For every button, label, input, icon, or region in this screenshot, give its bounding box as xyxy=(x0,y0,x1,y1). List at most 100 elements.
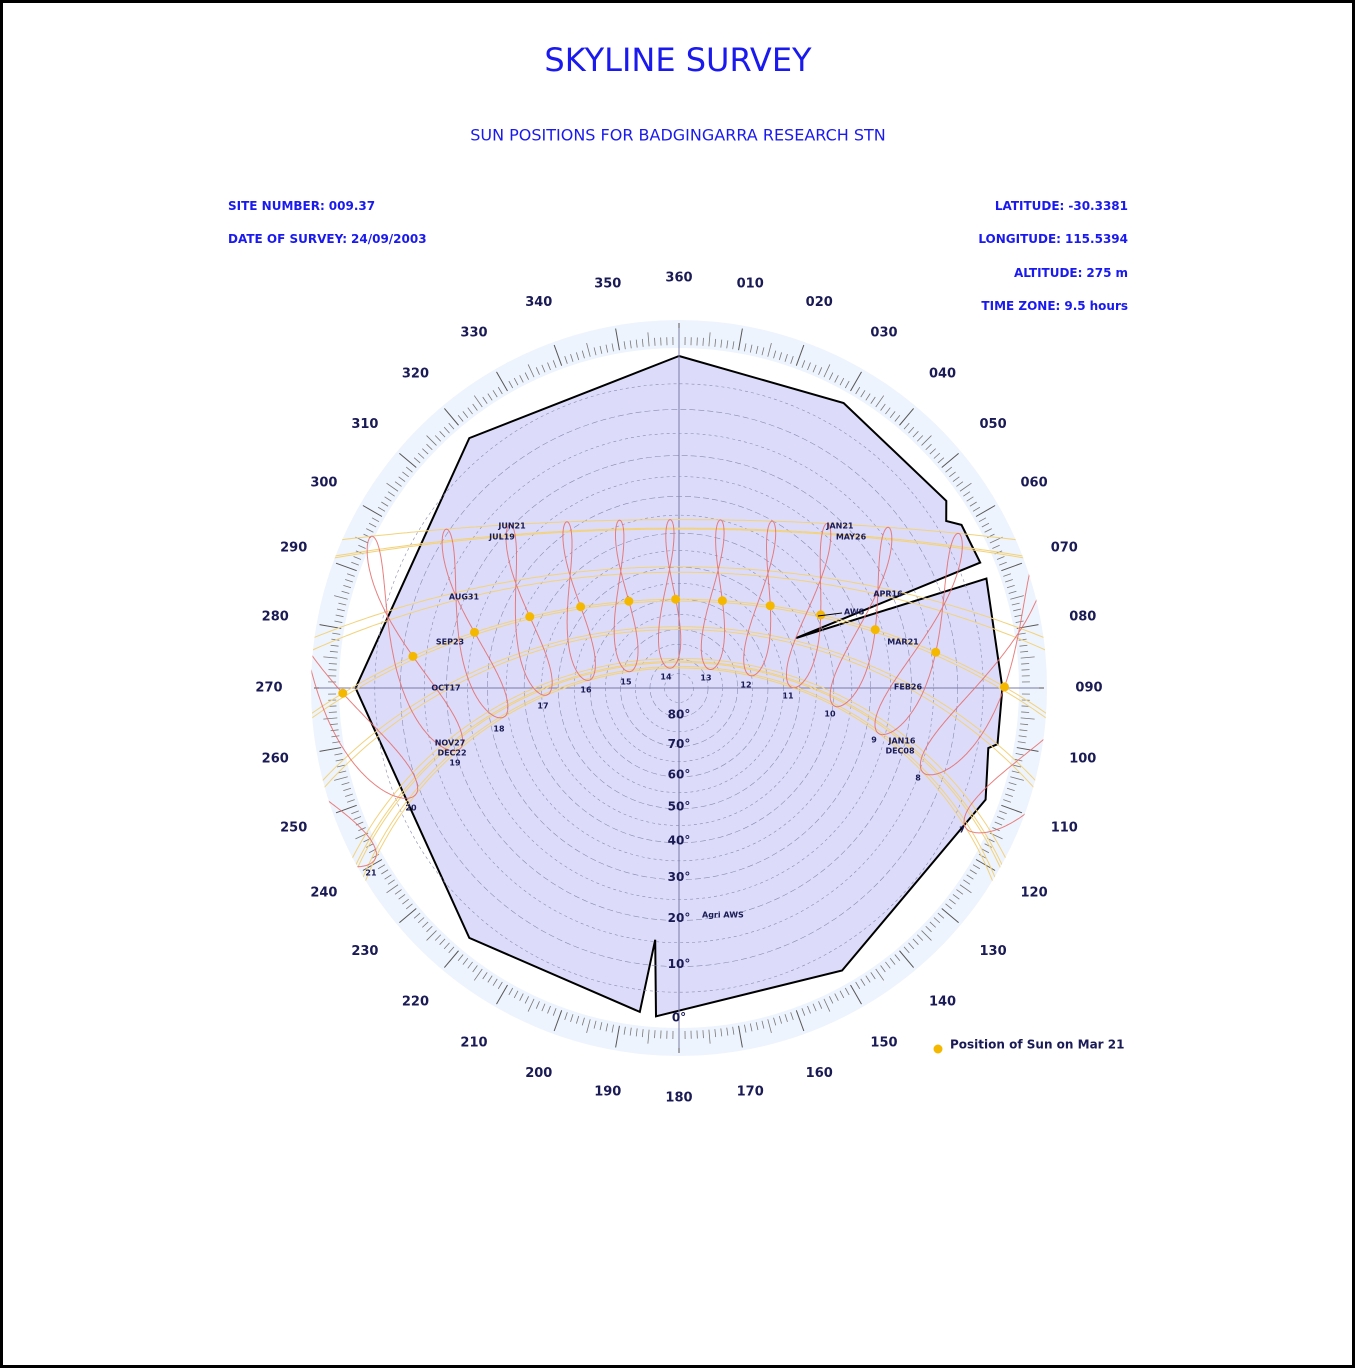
minor-tick xyxy=(482,396,488,404)
minor-tick xyxy=(959,884,972,894)
annotation-leader xyxy=(817,612,843,617)
analemma xyxy=(366,535,464,752)
hour-label: 9 xyxy=(871,736,877,745)
minor-tick xyxy=(875,395,885,408)
minor-tick xyxy=(487,393,493,401)
minor-tick xyxy=(345,579,353,583)
minor-tick xyxy=(945,466,953,473)
minor-tick xyxy=(937,457,945,464)
minor-tick xyxy=(834,993,839,1001)
minor-tick xyxy=(599,1022,603,1031)
sun-position xyxy=(469,627,479,637)
analemma xyxy=(700,519,726,670)
subtitle: SUN POSITIONS FOR BADGINGARRA RESEARCH S… xyxy=(470,126,886,145)
value: -30.3381 xyxy=(1068,199,1128,213)
date-label: DEC22 xyxy=(437,749,466,758)
hour-label: 18 xyxy=(493,725,505,734)
azimuth-label: 080 xyxy=(1069,609,1096,624)
minor-tick xyxy=(329,650,338,653)
minor-tick xyxy=(801,360,806,368)
minor-tick xyxy=(978,517,987,523)
minor-tick xyxy=(865,975,871,983)
date-label: MAY26 xyxy=(836,533,867,542)
minor-tick xyxy=(726,1027,729,1036)
minor-tick xyxy=(773,350,777,359)
minor-tick xyxy=(996,816,1005,820)
minor-tick xyxy=(377,506,386,512)
azimuth-label: 280 xyxy=(262,609,289,624)
major-tick xyxy=(615,328,620,351)
minor-tick xyxy=(963,491,971,497)
major-tick xyxy=(795,1010,805,1032)
minor-tick xyxy=(570,354,574,362)
sun-position xyxy=(717,596,727,606)
hour-label: 8 xyxy=(915,774,921,783)
minor-tick xyxy=(937,912,945,919)
azimuth-label: 050 xyxy=(980,417,1007,432)
minor-tick xyxy=(335,758,344,762)
value: 9.5 xyxy=(1064,299,1085,313)
minor-tick xyxy=(377,864,386,870)
altitude-label: 80° xyxy=(668,708,691,722)
major-tick xyxy=(850,984,862,1005)
minor-tick xyxy=(823,998,831,1012)
hour-label: 16 xyxy=(580,686,592,695)
hour-label: 14 xyxy=(660,673,672,682)
minor-tick xyxy=(371,517,380,523)
minor-tick xyxy=(966,496,974,502)
minor-tick xyxy=(916,934,924,941)
minor-tick xyxy=(552,360,557,368)
major-tick xyxy=(443,950,459,968)
minor-tick xyxy=(570,1014,574,1022)
minor-tick xyxy=(1008,590,1017,594)
azimuth-label: 270 xyxy=(255,681,282,696)
major-tick xyxy=(1001,562,1023,572)
minor-tick xyxy=(702,337,704,346)
major-tick xyxy=(553,1010,563,1032)
minor-tick xyxy=(467,961,473,969)
minor-tick xyxy=(1005,579,1013,583)
minor-tick xyxy=(1006,787,1015,792)
date-label: JAN16 xyxy=(888,737,916,746)
minor-tick xyxy=(336,764,345,768)
azimuth-label: 290 xyxy=(280,540,307,555)
minor-tick xyxy=(593,347,597,356)
date-label: MAR21 xyxy=(887,638,919,647)
date-curve xyxy=(323,657,1035,933)
date-label: JUN21 xyxy=(497,522,526,531)
sun-position xyxy=(931,647,941,657)
legend-text: Position of Sun on Mar 21 xyxy=(950,1038,1124,1052)
label: ALTITUDE: xyxy=(1014,266,1082,280)
minor-tick xyxy=(368,848,377,854)
value: 115.5394 xyxy=(1065,232,1128,246)
minor-tick xyxy=(398,476,406,482)
minor-tick xyxy=(1013,764,1022,768)
minor-tick xyxy=(732,341,735,350)
azimuth-label: 340 xyxy=(525,295,552,310)
minor-tick xyxy=(611,343,614,352)
minor-tick xyxy=(448,946,455,954)
minor-tick xyxy=(755,1022,759,1031)
minor-tick xyxy=(599,345,603,354)
longitude: LONGITUDE: 115.5394 xyxy=(978,232,1128,246)
minor-tick xyxy=(439,431,446,438)
minor-tick xyxy=(334,620,343,623)
major-tick xyxy=(795,344,805,366)
minor-tick xyxy=(844,987,850,996)
minor-tick xyxy=(1008,782,1017,786)
minor-tick xyxy=(346,573,355,577)
minor-tick xyxy=(605,344,609,353)
minor-tick xyxy=(945,903,953,910)
altitude-label: 10° xyxy=(668,957,691,971)
minor-tick xyxy=(912,938,919,945)
minor-tick xyxy=(972,506,981,512)
minor-tick xyxy=(426,930,437,941)
minor-tick xyxy=(472,965,478,973)
minor-tick xyxy=(492,978,498,986)
analemma xyxy=(743,520,777,677)
minor-tick xyxy=(829,996,834,1004)
minor-tick xyxy=(482,972,488,980)
minor-tick xyxy=(956,481,964,487)
minor-tick xyxy=(994,821,1003,826)
azimuth-label: 360 xyxy=(665,271,692,286)
